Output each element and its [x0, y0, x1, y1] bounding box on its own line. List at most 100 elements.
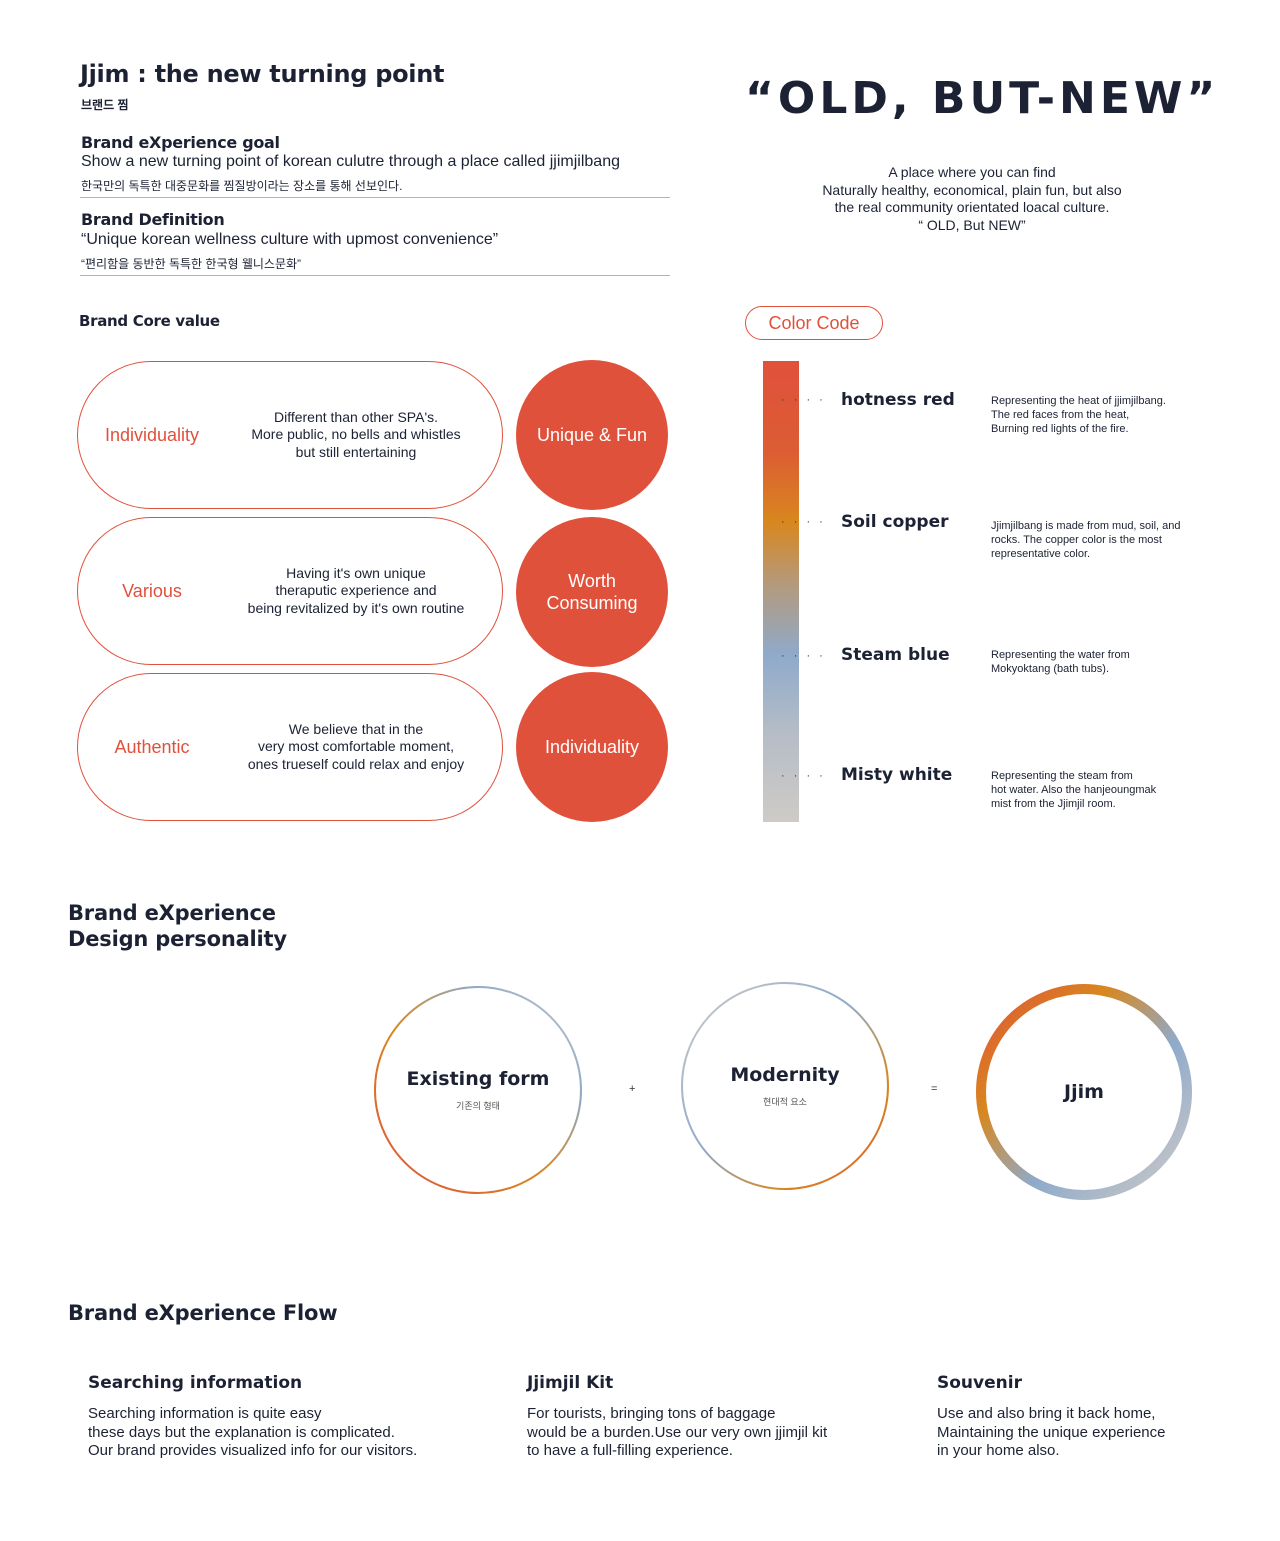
color-name: Soil copper [841, 512, 949, 532]
flow-step-title: Jjimjil Kit [527, 1373, 614, 1393]
color-name: Steam blue [841, 645, 950, 665]
description-line: to have a full-filling experience. [527, 1442, 733, 1459]
description-line: ones trueself could relax and enjoy [247, 755, 465, 772]
core-value-name: Worth Consuming [546, 571, 638, 613]
color-gradient-bar [763, 361, 799, 822]
description-line: Maintaining the unique experience [937, 1423, 1166, 1441]
modernity-circle: Modernity 현대적 요소 [680, 981, 890, 1191]
core-value-circle: Worth Consuming [516, 517, 668, 667]
jjim-circle: Jjim [975, 983, 1193, 1201]
plus-sign: + [629, 1083, 636, 1095]
ring-existing [374, 986, 582, 1194]
color-description: Jjimjilbang is made from mud, soil, and … [991, 519, 1211, 561]
flow-step-description: For tourists, bringing tons of baggage w… [527, 1405, 827, 1461]
description-line: but still entertaining [295, 443, 417, 460]
description-line: Burning red lights of the fire. [991, 423, 1129, 435]
description-line: Representing the heat of jjimjilbang. [991, 395, 1166, 407]
core-value-label: Authentic [114, 736, 190, 757]
goal-korean: 한국만의 독특한 대중문화를 찜질방이라는 장소를 통해 선보인다. [81, 179, 403, 193]
title-line: Design personality [68, 927, 287, 951]
description-line: would be a burden.Use our very own jjimj… [527, 1423, 828, 1441]
divider [80, 275, 670, 276]
core-value-card: Individuality Different than other SPA's… [77, 361, 503, 509]
description-line: these days but the explanation is compli… [88, 1423, 395, 1441]
description-line: rocks. The copper color is the most [991, 534, 1162, 546]
description-line: We believe that in the [288, 720, 424, 737]
description-line: Use and also bring it back home, [937, 1405, 1156, 1422]
description-line: in your home also. [937, 1442, 1060, 1459]
color-name: hotness red [841, 390, 955, 410]
core-value-card: Authentic We believe that in the very mo… [77, 673, 503, 821]
description-line: The red faces from the heat, [991, 409, 1130, 421]
slogan-description: A place where you can find Naturally hea… [772, 164, 1172, 234]
description-line: theraputic experience and [275, 582, 437, 599]
core-value-description: Having it's own unique theraputic experi… [236, 518, 476, 664]
core-value-name: Unique & Fun [536, 425, 648, 445]
description-line: Jjimjilbang is made from mud, soil, and [991, 520, 1181, 532]
slogan-line: A place where you can find [888, 164, 1056, 180]
slogan-line: the real community orientated loacal cul… [834, 199, 1110, 215]
description-line: being revitalized by it's own routine [247, 599, 465, 616]
page-subtitle-korean: 브랜드 찜 [81, 98, 129, 112]
ring-modernity [681, 982, 889, 1190]
slogan-line: Naturally healthy, economical, plain fun… [822, 181, 1122, 198]
ring-jjim [976, 984, 1192, 1200]
flow-step-searching: Searching information Searching informat… [88, 1373, 417, 1461]
flow-title: Brand eXperience Flow [68, 1301, 338, 1325]
modernity-subtitle: 현대적 요소 [763, 1097, 807, 1107]
existing-form-title: Existing form [406, 1068, 550, 1090]
leader-dots: · · · · [781, 516, 826, 528]
core-value-label: Individuality [104, 424, 200, 445]
color-description: Representing the water from Mokyoktang (… [991, 648, 1211, 676]
definition-label: Brand Definition [81, 210, 225, 229]
jjim-title: Jjim [1064, 1081, 1104, 1103]
leader-dots: · · · · [781, 394, 826, 406]
definition-korean: “편리함을 동반한 독특한 한국형 웰니스문화” [81, 257, 302, 271]
description-line: mist from the Jjimjil room. [991, 798, 1116, 810]
goal-text: Show a new turning point of korean culut… [81, 153, 620, 170]
modernity-title: Modernity [730, 1064, 840, 1086]
description-line: hot water. Also the hanjeoungmak [991, 784, 1157, 796]
core-value-card: Various Having it's own unique theraputi… [77, 517, 503, 665]
flow-step-description: Use and also bring it back home, Maintai… [937, 1405, 1166, 1461]
goal-label: Brand eXperience goal [81, 133, 280, 152]
flow-step-description: Searching information is quite easy thes… [88, 1405, 417, 1461]
definition-text: “Unique korean wellness culture with upm… [81, 231, 499, 248]
color-description: Representing the heat of jjimjilbang. Th… [991, 394, 1211, 436]
divider [80, 197, 670, 198]
description-line: Searching information is quite easy [88, 1405, 322, 1422]
core-value-name: Individuality [544, 737, 640, 757]
core-value-description: Different than other SPA's. More public,… [236, 362, 476, 508]
description-line: Having it's own unique [286, 564, 426, 581]
description-line: very most comfortable moment, [257, 738, 455, 755]
core-value-title: Brand Core value [79, 312, 220, 330]
description-line: representative color. [991, 548, 1091, 560]
description-line: Representing the steam from [991, 770, 1133, 782]
description-line: Our brand provides visualized info for o… [88, 1442, 418, 1459]
flow-step-title: Searching information [88, 1373, 303, 1393]
color-description: Representing the steam from hot water. A… [991, 769, 1211, 811]
color-code-tag: Color Code [745, 306, 883, 340]
description-line: Representing the water from [991, 649, 1130, 661]
equals-sign: = [931, 1083, 938, 1095]
slogan-line: “ OLD, But NEW” [918, 216, 1026, 233]
color-name: Misty white [841, 765, 953, 785]
flow-step-souvenir: Souvenir Use and also bring it back home… [937, 1373, 1166, 1461]
personality-title: Brand eXperience Design personality [68, 900, 287, 952]
core-value-label: Various [122, 580, 182, 601]
leader-dots: · · · · [781, 650, 826, 662]
page-title: Jjim : the new turning point [80, 60, 445, 88]
description-line: Different than other SPA's. [273, 408, 439, 425]
existing-form-circle: Existing form 기존의 형태 [373, 985, 583, 1195]
description-line: For tourists, bringing tons of baggage [527, 1405, 776, 1422]
existing-form-subtitle: 기존의 형태 [456, 1101, 500, 1111]
flow-step-title: Souvenir [937, 1373, 1022, 1393]
leader-dots: · · · · [781, 770, 826, 782]
flow-step-kit: Jjimjil Kit For tourists, bringing tons … [527, 1373, 827, 1461]
core-value-circle: Unique & Fun [516, 360, 668, 510]
title-line: Brand eXperience [68, 901, 276, 925]
slogan: “OLD, BUT-NEW” [745, 73, 1220, 124]
description-line: More public, no bells and whistles [251, 426, 461, 443]
description-line: Mokyoktang (bath tubs). [991, 663, 1110, 675]
core-value-circle: Individuality [516, 672, 668, 822]
